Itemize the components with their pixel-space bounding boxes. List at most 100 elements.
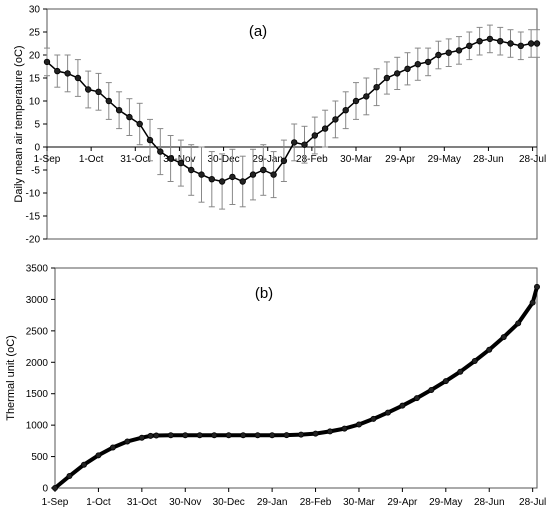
y-tick-label: 500 [31, 452, 48, 463]
data-point [486, 346, 493, 353]
data-point [394, 70, 401, 77]
data-point [95, 88, 102, 95]
x-tick-label: 28-Jun [473, 154, 504, 165]
x-tick-label: 1-Oct [79, 154, 104, 165]
x-tick-label: 31-Oct [120, 154, 150, 165]
data-point [424, 58, 432, 66]
data-point [515, 320, 522, 327]
data-point [269, 432, 276, 439]
y-tick-label: -20 [26, 235, 41, 246]
y-tick-label: 1000 [26, 421, 49, 432]
data-point [312, 430, 319, 437]
data-point [52, 484, 59, 491]
series-line [53, 286, 539, 490]
chart-panel-b: 3500 3000 2500 2000 1500 1000 500 0 1-Sep 1-Oct 3… [5, 264, 546, 509]
y-tick-label: 0 [42, 484, 48, 495]
data-point [291, 139, 298, 146]
data-point [64, 70, 71, 77]
data-point [182, 432, 189, 439]
chart-panel-a: 30 25 20 15 10 5 0 -5 -10 -15 -20 1-Sep 1-Oct 31-Oct… [13, 5, 546, 246]
y-tick-label: 10 [29, 97, 41, 108]
data-point [146, 136, 154, 144]
data-point [332, 116, 339, 123]
data-point [321, 125, 329, 132]
y-ticks-a: 30 25 20 15 10 5 0 -5 -10 -15 -20 [26, 5, 47, 246]
data-point [311, 132, 319, 139]
data-point [95, 452, 102, 459]
x-tick-label: 30-Nov [169, 497, 201, 508]
x-tick-label: 29-Jan [257, 497, 288, 508]
data-point [399, 402, 406, 409]
data-point [428, 386, 435, 393]
panel-label-b: (b) [255, 285, 273, 302]
y-tick-label: 30 [29, 5, 41, 16]
data-point [124, 438, 131, 445]
data-point [534, 283, 541, 290]
data-point [66, 473, 73, 480]
x-tick-label: 30-Nov [163, 154, 195, 165]
data-point [442, 378, 449, 385]
x-tick-label: 1-Sep [34, 154, 61, 165]
x-tick-label: 28-Feb [296, 154, 328, 165]
data-point [225, 432, 232, 439]
x-tick-label: 28-Feb [300, 497, 332, 508]
data-point [109, 444, 116, 451]
data-point [352, 97, 360, 105]
data-point [43, 58, 51, 66]
data-point [80, 461, 87, 468]
data-point [105, 97, 113, 105]
data-point [445, 49, 452, 56]
x-ticks-b: 1-Sep 1-Oct 31-Oct 30-Nov 30-Dec 29-Jan 28-Feb… [42, 488, 546, 508]
x-ticks-a: 1-Sep 1-Oct 31-Oct 30-Nov 30-Dec 29-Jan 28-Feb… [34, 147, 546, 165]
data-point [373, 83, 380, 91]
y-axis-label-b: Thermal unit (oC) [5, 335, 17, 421]
data-point [384, 409, 391, 416]
data-point [240, 432, 247, 439]
y-ticks-b: 3500 3000 2500 2000 1500 1000 500 0 [26, 264, 55, 495]
y-tick-label: -5 [31, 166, 40, 177]
data-point [147, 432, 154, 439]
data-point [74, 74, 82, 82]
data-point [507, 40, 514, 47]
data-point [341, 425, 348, 432]
y-tick-label: 3500 [26, 264, 49, 275]
data-point [404, 65, 411, 72]
x-tick-label: 29-May [428, 154, 461, 165]
data-point [466, 42, 473, 49]
data-point [298, 431, 305, 438]
panel-label-a: (a) [249, 23, 267, 40]
data-point [188, 166, 195, 174]
y-tick-label: 20 [29, 51, 41, 62]
x-tick-label: 29-May [429, 497, 462, 508]
y-tick-label: 2000 [26, 358, 49, 369]
data-point [54, 67, 61, 75]
data-point [208, 175, 216, 183]
data-point [283, 432, 290, 439]
data-point [413, 395, 420, 402]
data-point [138, 434, 145, 441]
data-point [136, 120, 143, 128]
data-point [471, 358, 478, 365]
data-point [500, 334, 507, 341]
data-point [301, 141, 308, 148]
data-point [239, 178, 246, 185]
x-tick-label: 29-Apr [385, 154, 416, 165]
data-point [327, 428, 334, 435]
data-point [254, 432, 261, 439]
data-point [115, 106, 123, 114]
error-bars-a [44, 24, 540, 210]
x-tick-label: 29-Jan [252, 154, 283, 165]
data-point [211, 432, 218, 439]
series-b [52, 283, 541, 491]
y-tick-label: 1500 [26, 389, 49, 400]
data-point [280, 157, 288, 164]
data-point [85, 86, 92, 93]
data-point [177, 159, 185, 167]
x-tick-label: 28-Jul [519, 497, 546, 508]
y-axis-label-a: Daily mean air temperature (oC) [13, 45, 25, 202]
data-point [167, 432, 174, 439]
series-a [43, 35, 541, 185]
data-point [414, 60, 422, 68]
data-point [218, 178, 226, 185]
